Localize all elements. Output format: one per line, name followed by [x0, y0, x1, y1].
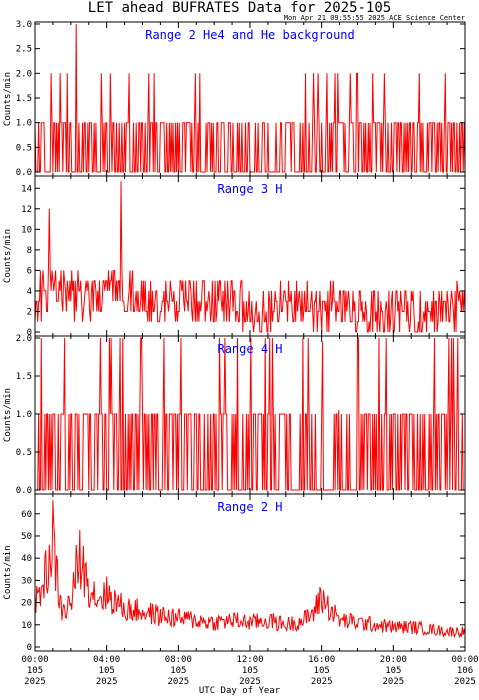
x-tick-label: 2025: [382, 677, 404, 687]
y-tick-label: 1.0: [16, 119, 32, 129]
chart-panel-4: 0 10 20 30 40 50 60 Range 2 H Counts/min: [3, 493, 466, 653]
y-tick-label: 1.0: [16, 410, 32, 420]
y-axis-label: Counts/min: [3, 388, 13, 442]
x-tick-label: 2025: [239, 677, 261, 687]
y-tick-label: 2: [27, 307, 32, 317]
y-tick-label: 2.0: [16, 69, 32, 79]
y-tick-label: 3.0: [16, 20, 32, 30]
y-tick-label: 0.0: [16, 486, 32, 496]
panel-title: Range 3 H: [217, 182, 282, 196]
y-tick-label: 1.5: [16, 94, 32, 104]
y-axis-label: Counts/min: [3, 545, 13, 599]
y-tick-label: 1.5: [16, 372, 32, 382]
x-tick-label: 106: [457, 666, 473, 676]
chart-panel-1: 0.0 0.5 1.0 1.5 2.0 2.5 3.0 Range 2 He4 and He …: [3, 20, 466, 178]
series-line: [34, 181, 466, 333]
x-tick-label: 2025: [454, 677, 476, 687]
y-tick-label: 6: [27, 266, 32, 276]
y-tick-label: 0.5: [16, 143, 32, 153]
series-line: [34, 23, 466, 173]
x-tick-label: 20:00: [380, 655, 407, 665]
y-tick-label: 2.5: [16, 45, 32, 55]
y-axis-label: Counts/min: [3, 229, 13, 283]
panel-title: Range 2 He4 and He background: [145, 28, 355, 42]
x-tick-label: 105: [99, 666, 115, 676]
x-tick-label: 08:00: [165, 655, 192, 665]
y-tick-label: 8: [27, 246, 32, 256]
y-tick-label: 20: [21, 599, 32, 609]
chart-panel-2: 0 2 4 6 8 10 12 14 Range 3 H Counts/min: [3, 175, 466, 338]
x-tick-label: 00:00: [21, 655, 48, 665]
x-tick-label: 105: [385, 666, 401, 676]
y-tick-label: 30: [21, 576, 32, 586]
panel-title: Range 2 H: [217, 500, 282, 514]
x-tick-label: 105: [27, 666, 43, 676]
y-tick-label: 14: [21, 184, 32, 194]
x-axis-label: UTC Day of Year: [198, 686, 281, 696]
x-tick-label: 2025: [167, 677, 189, 687]
series-line: [35, 337, 465, 491]
x-tick-label: 12:00: [236, 655, 263, 665]
y-tick-label: 12: [21, 205, 32, 215]
x-tick-label: 16:00: [308, 655, 335, 665]
panel-title: Range 4 H: [217, 342, 282, 356]
chart-title: LET ahead BUFRATES Data for 2025-105: [87, 0, 392, 16]
y-tick-label: 50: [21, 532, 32, 542]
y-tick-label: 2.0: [16, 334, 32, 344]
x-tick-label: 04:00: [93, 655, 120, 665]
x-tick-label: 105: [314, 666, 330, 676]
x-tick-label: 105: [242, 666, 258, 676]
y-tick-label: 60: [21, 510, 32, 520]
x-tick-label: 2025: [24, 677, 46, 687]
y-tick-label: 10: [21, 225, 32, 235]
y-tick-label: 0.0: [16, 168, 32, 178]
y-tick-label: 4: [27, 287, 32, 297]
x-tick-label: 105: [170, 666, 186, 676]
y-tick-label: 40: [21, 554, 32, 564]
chart-panel-3: 0.0 0.5 1.0 1.5 2.0 Range 4 H Counts/min: [3, 334, 466, 496]
y-tick-label: 0.5: [16, 448, 32, 458]
y-tick-label: 0: [27, 328, 32, 338]
series-line: [34, 500, 466, 639]
chart-subtitle: Mon Apr 21 09:55:55 2025 ACE Science Cen…: [283, 14, 465, 22]
y-tick-label: 10: [21, 621, 32, 631]
x-tick-label: 00:00: [451, 655, 478, 665]
y-tick-label: 0: [27, 643, 32, 653]
x-tick-labels: 00:00105202504:00105202508:00105202512:0…: [21, 655, 478, 687]
x-tick-label: 2025: [311, 677, 333, 687]
y-axis-label: Counts/min: [3, 72, 13, 126]
x-tick-label: 2025: [96, 677, 118, 687]
